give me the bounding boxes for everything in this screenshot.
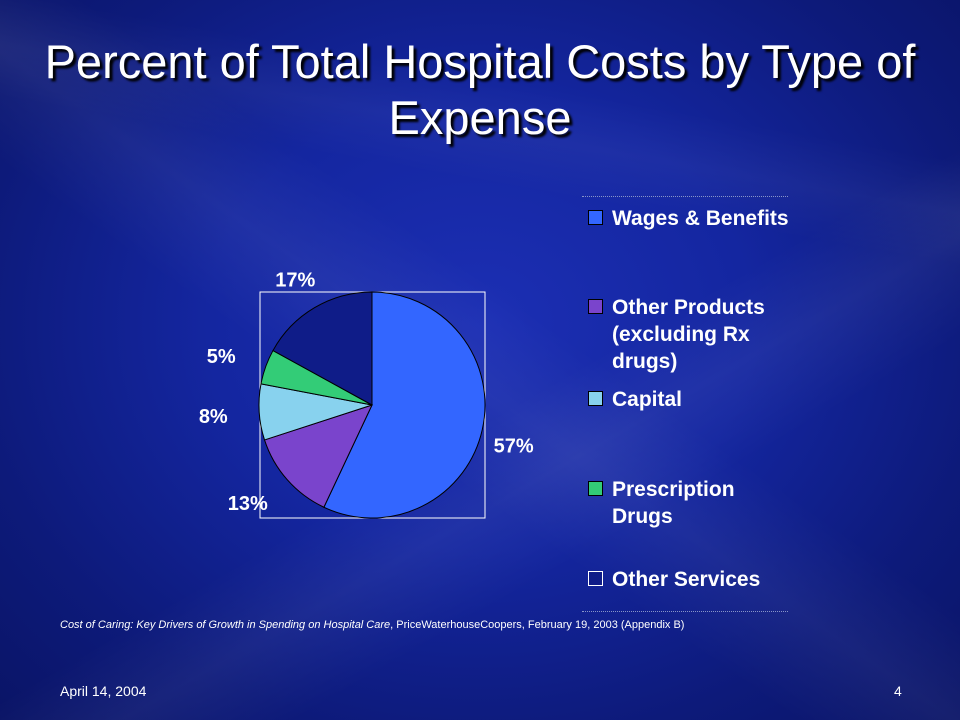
legend-item-other-services: Other Services	[588, 566, 794, 593]
page-number: 4	[894, 683, 902, 699]
pie-slice-1	[263, 404, 373, 508]
source-citation: Cost of Caring: Key Drivers of Growth in…	[60, 619, 684, 631]
legend-label-other-products: Other Products (excluding Rx drugs)	[612, 296, 765, 373]
source-title: Cost of Caring: Key Drivers of Growth in…	[60, 619, 391, 631]
legend-item-wages: Wages & Benefits	[588, 205, 794, 232]
legend-item-other-products: Other Products (excluding Rx drugs)	[588, 294, 794, 375]
slide-title: Percent of Total Hospital Costs by Type …	[44, 35, 916, 144]
pie-slice-4	[272, 291, 373, 406]
legend-swatch-capital	[588, 391, 603, 406]
legend-swatch-wages	[588, 210, 603, 225]
legend-label-other-services: Other Services	[612, 568, 761, 591]
pie-label-1: 13%	[228, 493, 268, 515]
legend-item-prescription-drugs: Prescription Drugs	[588, 476, 794, 530]
pie-slice-0	[323, 291, 486, 519]
legend-label-wages: Wages & Benefits	[612, 207, 789, 230]
legend-label-prescription-drugs: Prescription Drugs	[612, 478, 735, 528]
footer-date: April 14, 2004	[60, 683, 147, 699]
pie-label-2: 8%	[199, 406, 228, 428]
legend-swatch-other-products	[588, 299, 603, 314]
pie-slices	[258, 291, 486, 519]
legend-swatch-other-services	[588, 571, 603, 586]
pie-labels: 57% 13% 8% 5% 17%	[199, 270, 534, 516]
pie-label-0: 57%	[494, 436, 534, 458]
chart-legend: Wages & Benefits Other Products (excludi…	[582, 196, 789, 612]
legend-label-capital: Capital	[612, 388, 683, 411]
source-details: , PriceWaterhouseCoopers, February 19, 2…	[390, 619, 685, 631]
pie-label-4: 17%	[275, 270, 315, 292]
pie-label-3: 5%	[207, 346, 236, 368]
legend-swatch-prescription-drugs	[588, 481, 603, 496]
legend-item-capital: Capital	[588, 386, 794, 413]
